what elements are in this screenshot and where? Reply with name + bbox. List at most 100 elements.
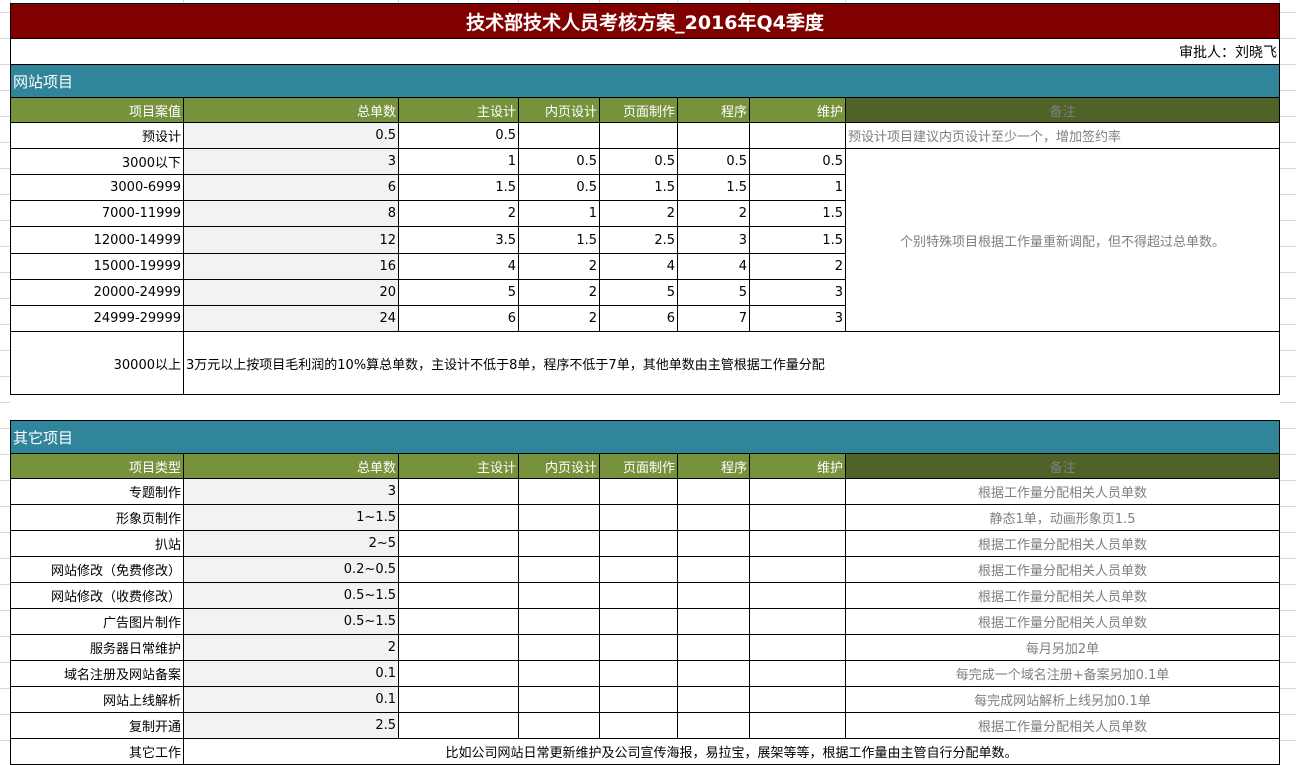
cell-inner-design[interactable] (518, 608, 600, 635)
empty-cell[interactable] (518, 394, 600, 421)
column-header-page-build[interactable]: 页面制作 (599, 453, 678, 479)
cell-program[interactable]: 2 (677, 200, 750, 227)
row-label[interactable]: 3000以下 (10, 148, 184, 175)
cell-main-design[interactable] (398, 634, 519, 661)
cell-page-build[interactable] (599, 686, 678, 713)
cell-total[interactable]: 3 (183, 478, 399, 505)
cell-main-design[interactable] (398, 478, 519, 505)
cell-total[interactable]: 0.5 (183, 122, 399, 149)
column-header-maintenance[interactable]: 维护 (749, 453, 846, 479)
other-work-description[interactable]: 比如公司网站日常更新维护及公司宣传海报，易拉宝，展架等等，根据工作量由主管自行分… (183, 738, 1280, 765)
cell-program[interactable] (677, 608, 750, 635)
note-cell[interactable]: 根据工作量分配相关人员单数 (845, 712, 1280, 739)
row-label[interactable]: 其它工作 (10, 738, 184, 765)
cell-maintenance[interactable] (749, 478, 846, 505)
note-cell[interactable]: 静态1单，动画形象页1.5 (845, 504, 1280, 531)
cell-inner-design[interactable]: 0.5 (518, 148, 600, 175)
column-header-inner-design[interactable]: 内页设计 (518, 453, 600, 479)
cell-inner-design[interactable]: 0.5 (518, 174, 600, 201)
cell-main-design[interactable]: 1.5 (398, 174, 519, 201)
empty-cell[interactable] (677, 394, 750, 421)
cell-inner-design[interactable] (518, 530, 600, 557)
cell-program[interactable] (677, 478, 750, 505)
cell-page-build[interactable]: 6 (599, 305, 678, 332)
row-label[interactable]: 30000以上 (10, 331, 184, 395)
cell-program[interactable] (677, 660, 750, 687)
cell-inner-design[interactable] (518, 634, 600, 661)
row-label[interactable]: 复制开通 (10, 712, 184, 739)
cell-inner-design[interactable] (518, 582, 600, 609)
cell-page-build[interactable]: 2 (599, 200, 678, 227)
cell-inner-design[interactable] (518, 556, 600, 583)
cell-program[interactable]: 7 (677, 305, 750, 332)
cell-program[interactable] (677, 122, 750, 149)
cell-inner-design[interactable]: 2 (518, 305, 600, 332)
cell-main-design[interactable]: 6 (398, 305, 519, 332)
cell-total[interactable]: 3 (183, 148, 399, 175)
column-header-label[interactable]: 项目案值 (10, 97, 184, 123)
cell-program[interactable]: 4 (677, 253, 750, 280)
cell-total[interactable]: 0.5~1.5 (183, 608, 399, 635)
cell-page-build[interactable] (599, 712, 678, 739)
cell-total[interactable]: 2 (183, 634, 399, 661)
row-label[interactable]: 域名注册及网站备案 (10, 660, 184, 687)
row-label[interactable]: 网站上线解析 (10, 686, 184, 713)
note-cell[interactable]: 根据工作量分配相关人员单数 (845, 556, 1280, 583)
cell-total[interactable]: 0.2~0.5 (183, 556, 399, 583)
column-header-program[interactable]: 程序 (677, 453, 750, 479)
cell-maintenance[interactable]: 1 (749, 174, 846, 201)
cell-inner-design[interactable]: 1 (518, 200, 600, 227)
empty-cell[interactable] (183, 394, 399, 421)
cell-program[interactable] (677, 634, 750, 661)
cell-main-design[interactable] (398, 556, 519, 583)
note-cell[interactable]: 根据工作量分配相关人员单数 (845, 530, 1280, 557)
cell-page-build[interactable] (599, 608, 678, 635)
column-header-note[interactable]: 备注 (845, 97, 1280, 123)
cell-inner-design[interactable]: 1.5 (518, 226, 600, 254)
cell-total[interactable]: 2~5 (183, 530, 399, 557)
cell-main-design[interactable]: 4 (398, 253, 519, 280)
cell-total[interactable]: 1~1.5 (183, 504, 399, 531)
cell-maintenance[interactable] (749, 122, 846, 149)
row-label[interactable]: 网站修改（免费修改） (10, 556, 184, 583)
cell-inner-design[interactable] (518, 660, 600, 687)
cell-maintenance[interactable]: 3 (749, 305, 846, 332)
cell-maintenance[interactable] (749, 712, 846, 739)
cell-inner-design[interactable]: 2 (518, 253, 600, 280)
cell-program[interactable] (677, 712, 750, 739)
cell-total[interactable]: 16 (183, 253, 399, 280)
row-label[interactable]: 12000-14999 (10, 226, 184, 254)
cell-inner-design[interactable] (518, 686, 600, 713)
cell-total[interactable]: 24 (183, 305, 399, 332)
cell-total[interactable]: 12 (183, 226, 399, 254)
cell-page-build[interactable] (599, 582, 678, 609)
cell-total[interactable]: 0.1 (183, 660, 399, 687)
cell-main-design[interactable] (398, 686, 519, 713)
empty-cell[interactable] (845, 394, 1280, 421)
empty-cell[interactable] (749, 394, 846, 421)
cell-main-design[interactable] (398, 530, 519, 557)
cell-maintenance[interactable]: 2 (749, 253, 846, 280)
cell-page-build[interactable] (599, 556, 678, 583)
cell-total[interactable]: 6 (183, 174, 399, 201)
column-header-total[interactable]: 总单数 (183, 453, 399, 479)
column-header-program[interactable]: 程序 (677, 97, 750, 123)
cell-page-build[interactable]: 4 (599, 253, 678, 280)
row-label[interactable]: 广告图片制作 (10, 608, 184, 635)
row-label[interactable]: 服务器日常维护 (10, 634, 184, 661)
cell-page-build[interactable]: 5 (599, 279, 678, 306)
cell-inner-design[interactable] (518, 712, 600, 739)
cell-maintenance[interactable] (749, 582, 846, 609)
cell-main-design[interactable] (398, 712, 519, 739)
cell-main-design[interactable]: 2 (398, 200, 519, 227)
cell-main-design[interactable] (398, 608, 519, 635)
cell-program[interactable]: 5 (677, 279, 750, 306)
section-title[interactable]: 其它项目 (10, 420, 1280, 454)
row-label[interactable]: 扒站 (10, 530, 184, 557)
cell-inner-design[interactable]: 2 (518, 279, 600, 306)
cell-program[interactable] (677, 504, 750, 531)
column-header-note[interactable]: 备注 (845, 453, 1280, 479)
cell-page-build[interactable] (599, 122, 678, 149)
empty-cell[interactable] (599, 394, 678, 421)
cell-page-build[interactable] (599, 478, 678, 505)
